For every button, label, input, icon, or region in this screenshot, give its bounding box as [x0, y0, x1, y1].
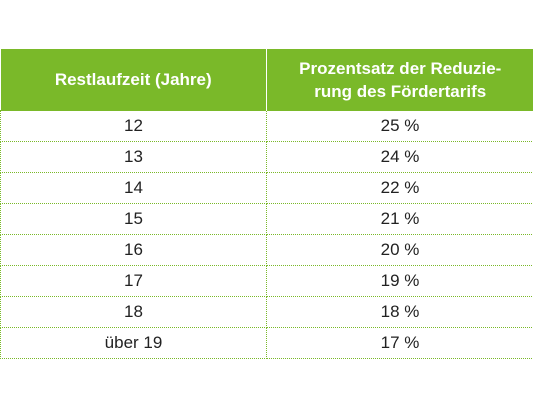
header-remaining-term: Restlaufzeit (Jahre): [0, 49, 267, 111]
header-row: Restlaufzeit (Jahre) Prozentsatz der Red…: [0, 49, 533, 111]
table-row: 14 22 %: [0, 172, 533, 204]
cell-years: 18: [0, 296, 267, 328]
table-body: 12 25 % 13 24 % 14 22 % 15 21 % 16 20 % …: [0, 110, 533, 359]
cell-years: 16: [0, 234, 267, 266]
table-header: Restlaufzeit (Jahre) Prozentsatz der Red…: [0, 49, 533, 111]
reduction-table: Restlaufzeit (Jahre) Prozentsatz der Red…: [0, 49, 533, 359]
cell-percent: 22 %: [266, 172, 533, 204]
cell-years: 15: [0, 203, 267, 235]
header-reduction-percentage: Prozentsatz der Reduzie- rung des Förder…: [266, 49, 533, 111]
cell-percent: 20 %: [266, 234, 533, 266]
cell-years: über 19: [0, 327, 267, 359]
cell-years: 13: [0, 141, 267, 173]
table-row: 12 25 %: [0, 110, 533, 142]
reduction-table-container: Restlaufzeit (Jahre) Prozentsatz der Red…: [0, 49, 533, 359]
table-row: 15 21 %: [0, 203, 533, 235]
table-row: 18 18 %: [0, 296, 533, 328]
cell-percent: 21 %: [266, 203, 533, 235]
header-reduction-percentage-line2: rung des Fördertarifs: [314, 81, 487, 101]
cell-percent: 19 %: [266, 265, 533, 297]
cell-percent: 18 %: [266, 296, 533, 328]
table-row: 13 24 %: [0, 141, 533, 173]
cell-years: 17: [0, 265, 267, 297]
cell-percent: 24 %: [266, 141, 533, 173]
cell-percent: 25 %: [266, 110, 533, 142]
header-reduction-percentage-line1: Prozentsatz der Reduzie-: [299, 58, 502, 78]
table-row: über 19 17 %: [0, 327, 533, 359]
cell-years: 14: [0, 172, 267, 204]
table-row: 16 20 %: [0, 234, 533, 266]
cell-percent: 17 %: [266, 327, 533, 359]
table-row: 17 19 %: [0, 265, 533, 297]
cell-years: 12: [0, 110, 267, 142]
